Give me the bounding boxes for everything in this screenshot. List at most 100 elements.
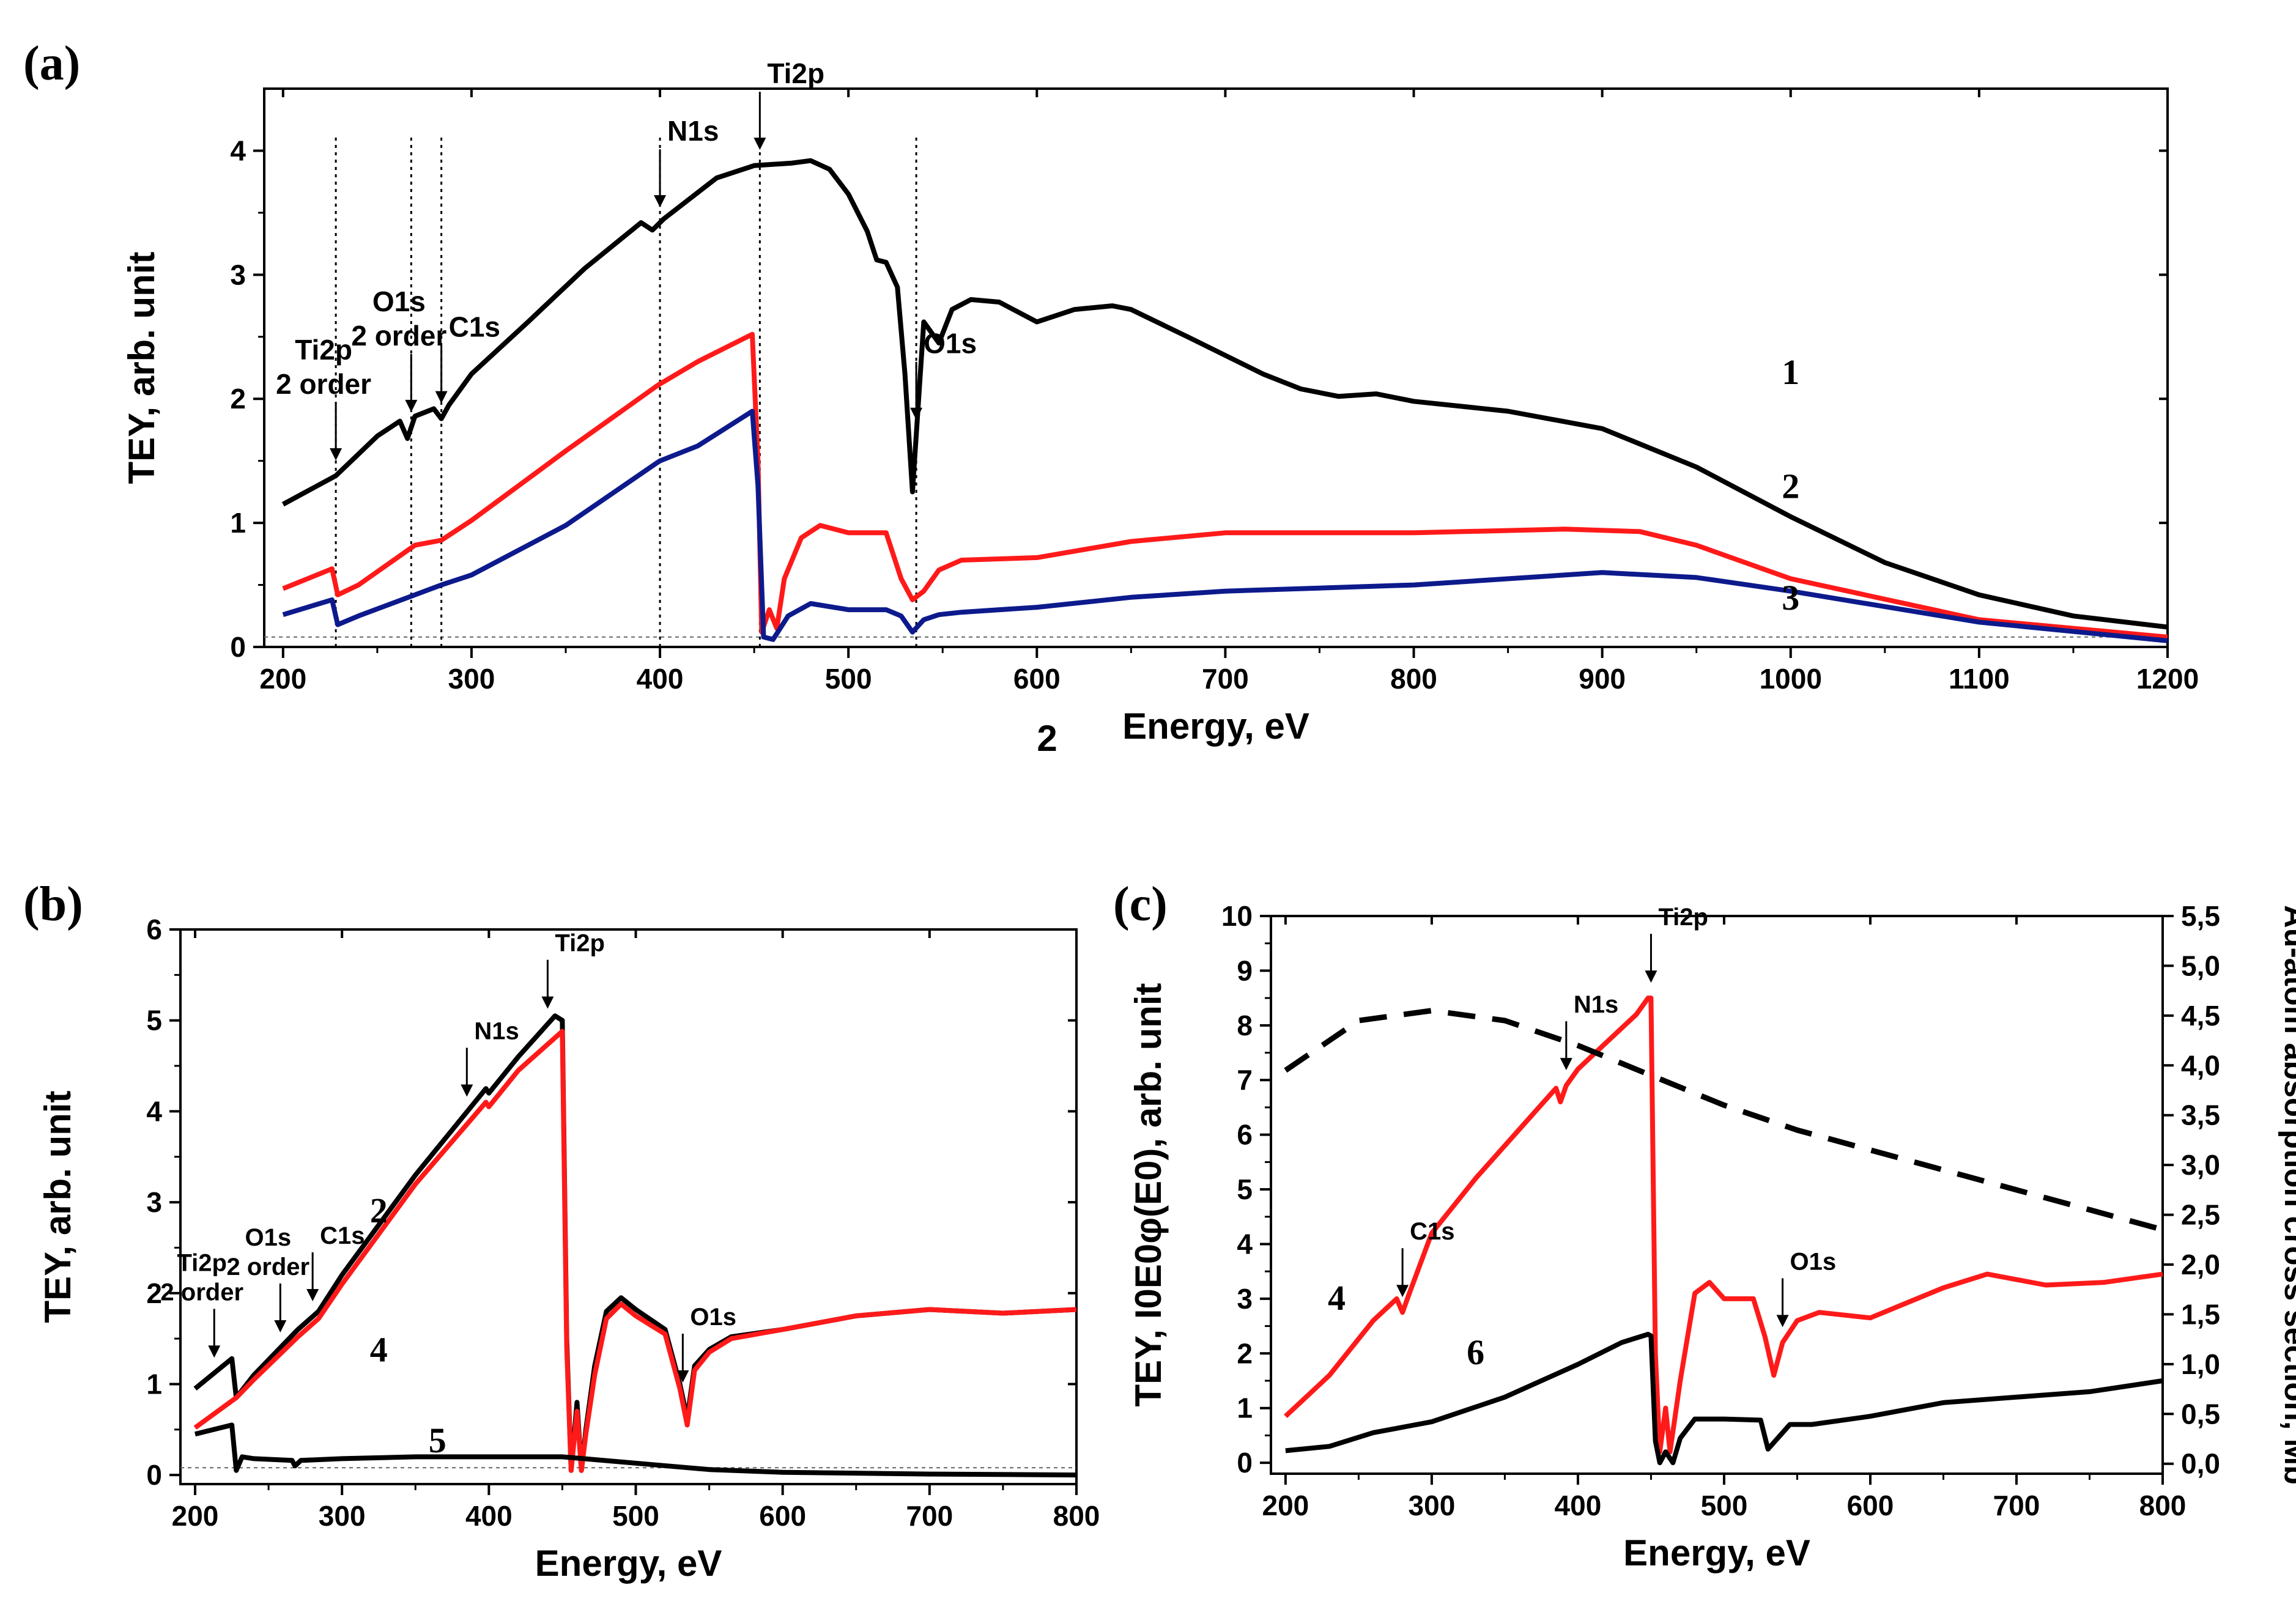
curve-label: 1: [1782, 352, 1799, 392]
edge-label: O1s: [924, 328, 977, 360]
curve-label: 2: [370, 1191, 388, 1230]
x-tick-label: 700: [1993, 1490, 2040, 1521]
y-right-tick-label: 0,5: [2181, 1398, 2220, 1430]
y-right-tick-label: 5,5: [2181, 900, 2220, 932]
y-right-tick-label: 4,5: [2181, 1000, 2220, 1032]
curve-label: 2: [1782, 467, 1799, 506]
x-tick-label: 1000: [1760, 663, 1822, 695]
x-tick-label: 700: [906, 1500, 953, 1532]
panel-label: (c): [1113, 877, 1168, 931]
y-tick-label: 7: [1237, 1064, 1253, 1096]
x-tick-label: 800: [1053, 1500, 1100, 1532]
y-right-tick-label: 3,5: [2181, 1099, 2220, 1131]
series-line-1: [281, 158, 2168, 630]
edge-annotation: N1s: [1560, 991, 1618, 1071]
arrow-head-icon: [461, 1084, 473, 1097]
edge-label: N1s: [474, 1018, 519, 1044]
x-tick-label: 700: [1202, 663, 1249, 695]
arrow-head-icon: [676, 1370, 689, 1383]
curve-label: 5: [429, 1420, 446, 1460]
y-tick-label: 1: [1237, 1392, 1253, 1424]
x-axis-title: Energy, eV: [535, 1543, 722, 1584]
y-tick-label: 3: [146, 1186, 162, 1218]
x-tick-label: 1100: [1949, 663, 2010, 695]
stray-label: 2: [1037, 718, 1057, 759]
curve-label: 4: [1328, 1278, 1346, 1318]
x-tick-label: 400: [637, 663, 684, 695]
series-line-3: [282, 408, 2168, 643]
y-right-tick-label: 2,0: [2181, 1249, 2220, 1280]
y-tick-label: 1: [230, 507, 246, 539]
edge-label: Ti2p: [295, 334, 352, 366]
series-line-4: [193, 1029, 1077, 1473]
y-right-tick-label: 4,0: [2181, 1049, 2220, 1081]
y-tick-label: 5: [1237, 1173, 1253, 1205]
edge-label: O1s: [372, 286, 426, 317]
panel-label: (a): [23, 37, 80, 91]
y-tick-label: 2: [146, 1277, 162, 1309]
plot-frame: [1270, 915, 2164, 1475]
x-tick-label: 400: [1555, 1490, 1602, 1521]
y-tick-label: 4: [146, 1095, 162, 1127]
series-line-2: [282, 331, 2168, 640]
series-line-au-cross-section: [1284, 1008, 2164, 1233]
edge-label: 2 order: [160, 1279, 243, 1306]
arrow-head-icon: [435, 391, 448, 404]
y-right-tick-label: 1,0: [2181, 1348, 2220, 1380]
edge-annotation: Ti2p 2 order: [160, 1249, 243, 1358]
arrow-head-icon: [654, 195, 667, 208]
panel-a: (a) 200 300 400 500 600 700 800 900 1000 1100 1200 0…: [23, 37, 2199, 759]
edge-label: O1s: [245, 1224, 292, 1251]
y-axis-title: TEY, arb. unit: [37, 1090, 78, 1323]
y-right-tick-label: 1,5: [2181, 1298, 2220, 1330]
edge-annotation: N1s: [654, 115, 719, 208]
edge-label: Ti2p: [767, 57, 824, 89]
x-tick-label: 500: [825, 663, 872, 695]
y-right-tick-label: 2,5: [2181, 1199, 2220, 1231]
edge-annotation: O1s: [1776, 1248, 1836, 1328]
x-tick-label: 1200: [2136, 663, 2199, 695]
edge-label: 2 order: [276, 368, 371, 400]
edge-annotation: O1s: [676, 1304, 736, 1383]
plot-frame: [179, 928, 1078, 1485]
arrow-head-icon: [405, 399, 418, 412]
edge-label: Ti2p: [1658, 904, 1708, 931]
y-tick-label: 0: [1237, 1447, 1253, 1479]
edge-label: C1s: [1410, 1218, 1454, 1245]
edge-label: N1s: [1574, 991, 1618, 1018]
x-tick-label: 200: [259, 663, 306, 695]
x-tick-label: 800: [2139, 1490, 2187, 1521]
x-tick-label: 500: [612, 1500, 659, 1532]
edge-label: 2 order: [227, 1254, 310, 1280]
arrow-head-icon: [1396, 1285, 1409, 1298]
x-tick-label: 900: [1579, 663, 1626, 695]
edge-annotation: Ti2p: [541, 930, 605, 1009]
y-tick-label: 3: [1237, 1283, 1253, 1315]
edge-annotation: O1s: [910, 328, 977, 420]
x-axis-title: Energy, eV: [1623, 1532, 1810, 1573]
edge-annotation: Ti2p: [1645, 904, 1708, 983]
edge-label: Ti2p: [177, 1249, 227, 1276]
x-tick-label: 800: [1390, 663, 1437, 695]
arrow-head-icon: [1776, 1315, 1789, 1328]
x-tick-label: 400: [465, 1500, 513, 1532]
edge-label: N1s: [667, 115, 719, 147]
y-tick-label: 2: [1237, 1337, 1253, 1369]
x-tick-label: 300: [319, 1500, 366, 1532]
edge-annotation: C1s: [435, 311, 500, 404]
plot-frame: [263, 87, 2169, 648]
arrow-head-icon: [208, 1345, 221, 1358]
edge-label: 2 order: [351, 320, 446, 352]
edge-annotation: C1s: [306, 1222, 365, 1301]
x-tick-label: 200: [172, 1500, 219, 1532]
arrow-head-icon: [330, 448, 343, 461]
edge-label: O1s: [690, 1304, 736, 1331]
y-tick-label: 10: [1221, 900, 1253, 932]
arrow-head-icon: [541, 996, 554, 1009]
curve-label: 6: [1467, 1332, 1484, 1372]
curve-label: 4: [370, 1329, 388, 1369]
y-tick-label: 6: [1237, 1119, 1253, 1151]
y-tick-label: 6: [146, 914, 162, 945]
